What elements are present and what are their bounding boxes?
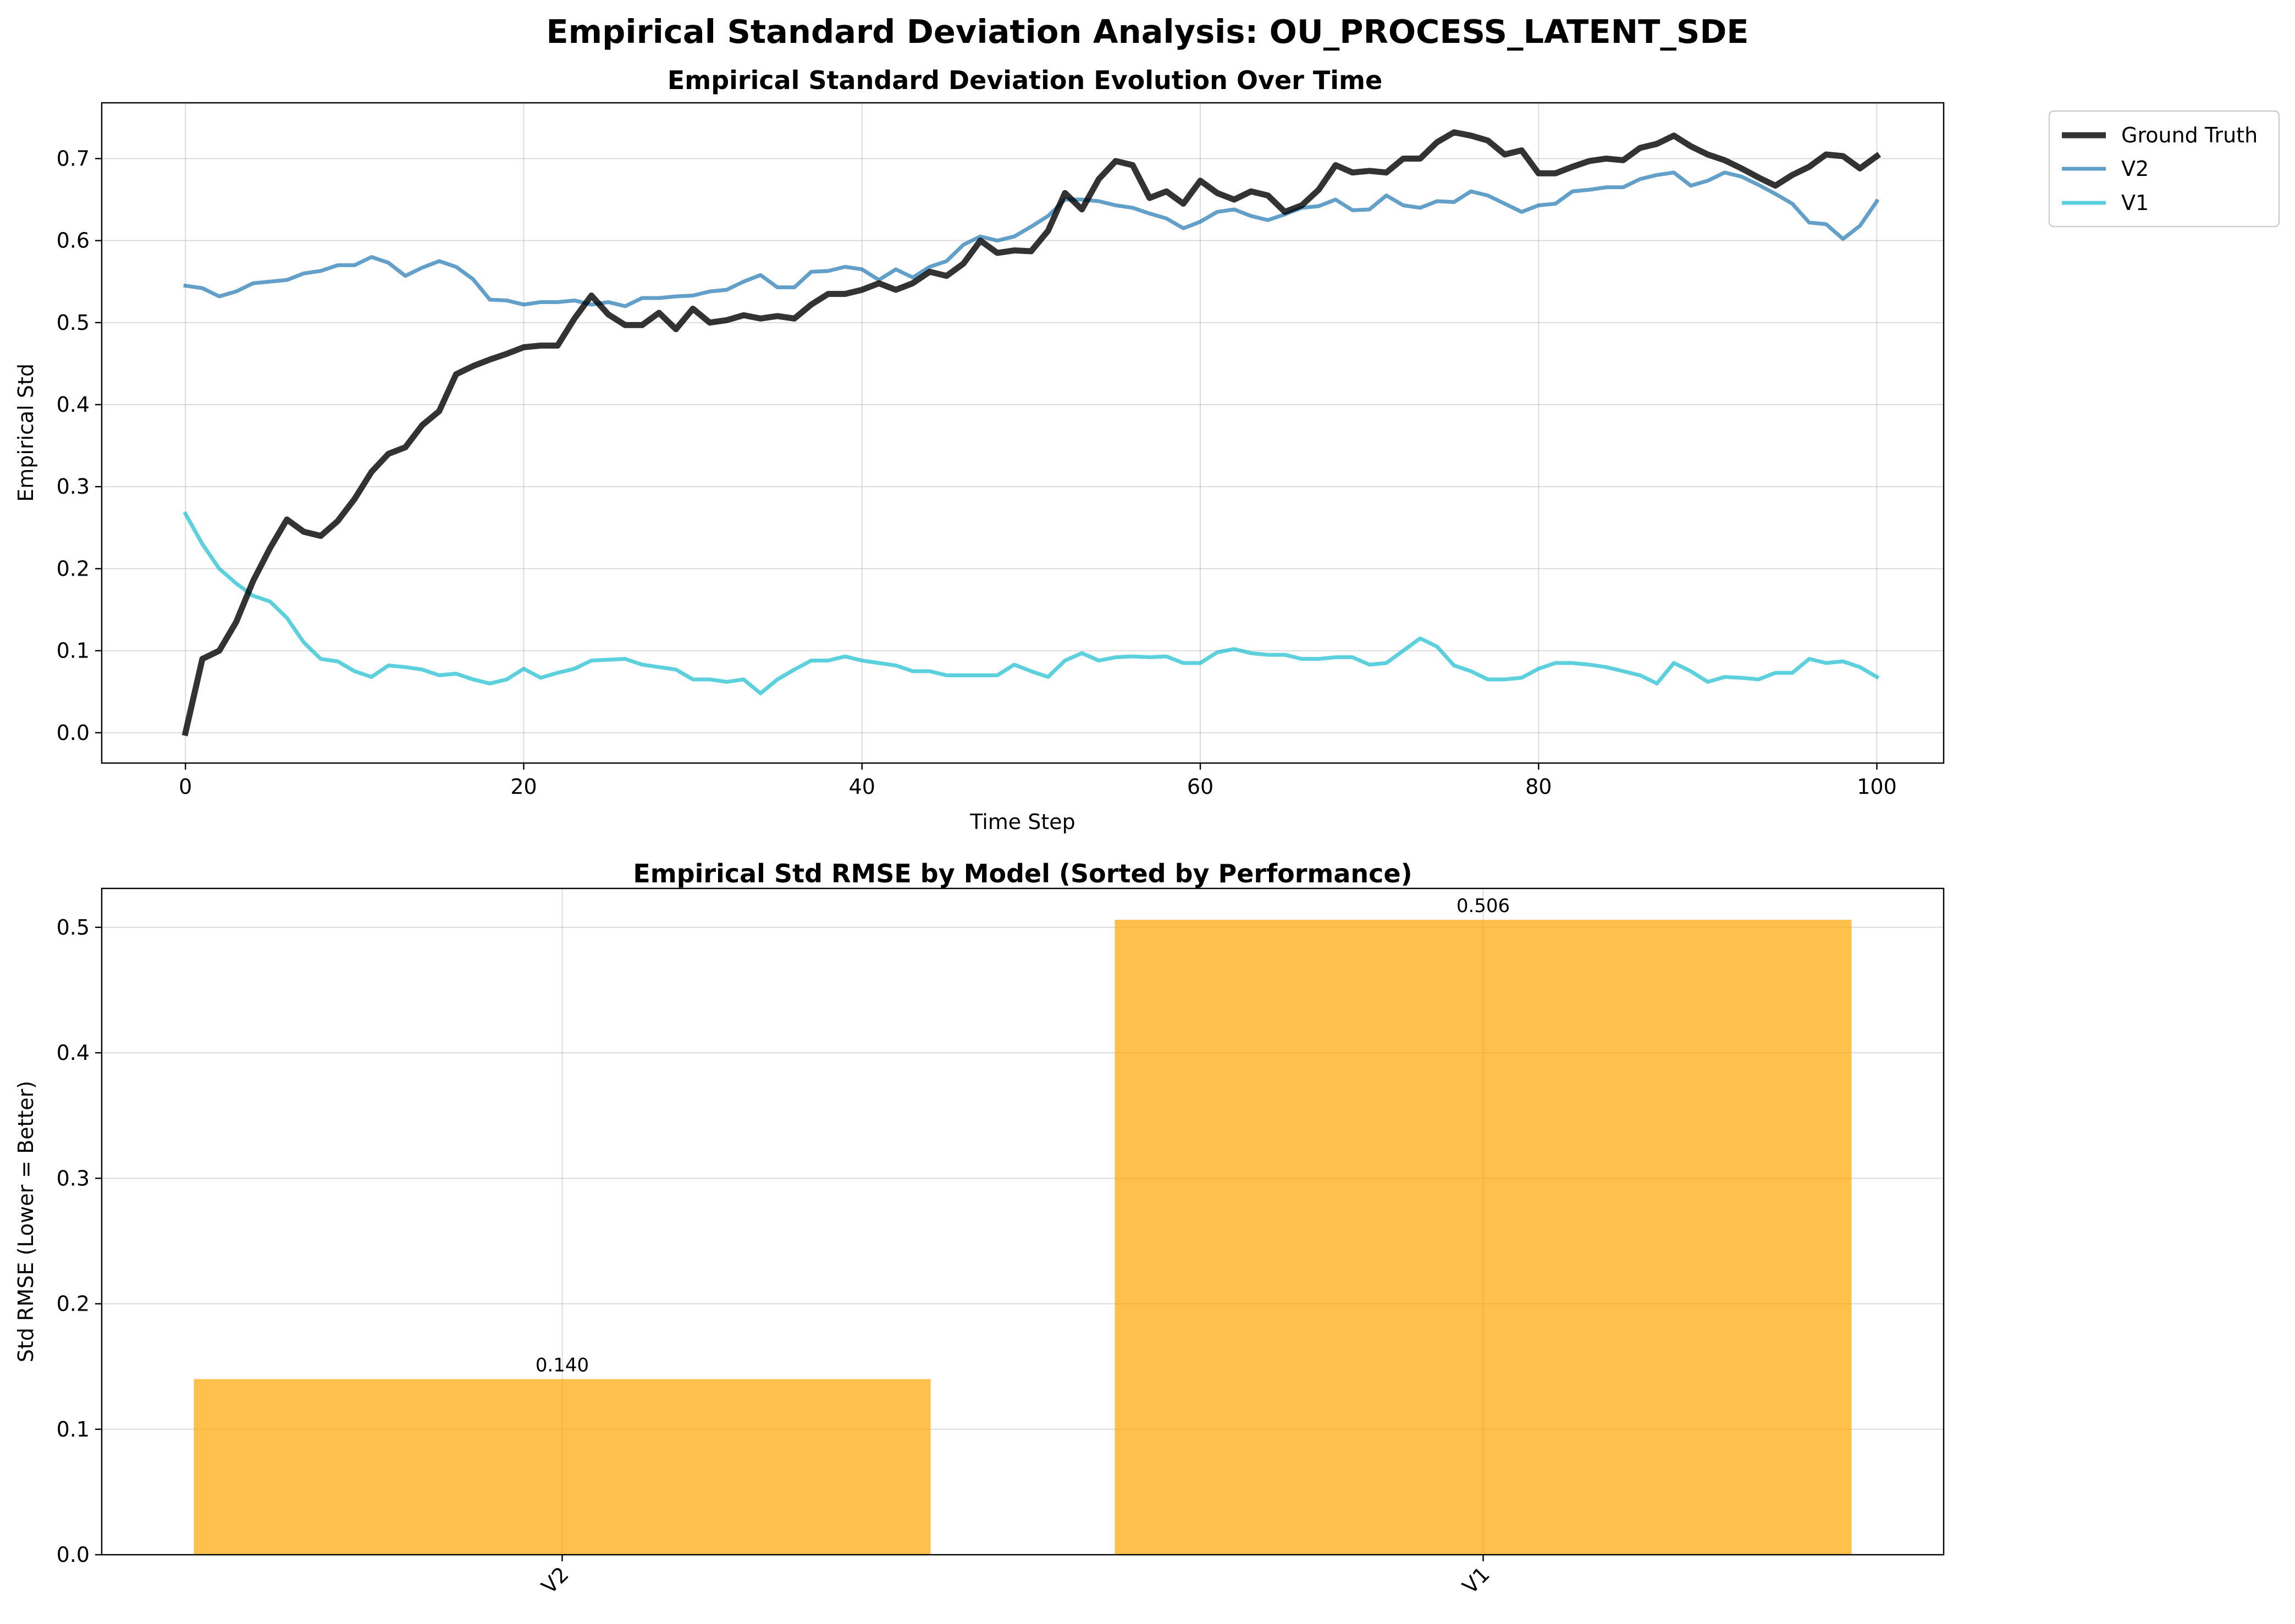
bar-value-label: 0.506 [1457, 895, 1510, 917]
line-chart-ytick-label: 0.7 [57, 146, 90, 170]
bar-chart-ytick-label: 0.0 [57, 1543, 90, 1567]
line-chart-ytick-label: 0.5 [57, 311, 90, 335]
line-chart-ylabel: Empirical Std [14, 363, 38, 502]
legend-label-v2: V2 [2121, 157, 2149, 181]
bar-chart-ytick-label: 0.3 [57, 1166, 90, 1190]
line-chart-ytick-label: 0.3 [57, 474, 90, 499]
line-chart-xlabel: Time Step [969, 810, 1075, 834]
line-chart-xtick-label: 40 [849, 775, 875, 799]
line-chart-series [181, 129, 1882, 737]
bar-chart-ytick-label: 0.1 [57, 1417, 90, 1441]
bar-chart-bars: 0.140 0.506 [194, 895, 1852, 1555]
series-line-ground-truth [181, 129, 1882, 737]
legend-box [2048, 110, 2280, 228]
line-chart-ytick-label: 0.4 [57, 393, 90, 417]
line-chart-frame [101, 102, 1945, 764]
legend-label-ground-truth: Ground Truth [2121, 123, 2258, 147]
bar-chart-ytick-label: 0.4 [57, 1041, 90, 1065]
line-chart-ytick-label: 0.0 [57, 721, 90, 745]
bar-chart-ytick-label: 0.5 [57, 915, 90, 940]
figure-title: Empirical Standard Deviation Analysis: O… [546, 13, 1748, 51]
bar-value-label: 0.140 [536, 1354, 589, 1376]
line-chart-ticks: 0 20 40 60 80 100 0.0 0.1 0.2 0.3 0.4 0.5 0.6 0.7 [57, 146, 1897, 799]
line-chart-ytick-label: 0.2 [57, 556, 90, 581]
line-chart-xtick-label: 60 [1187, 775, 1213, 799]
bar-chart-frame [101, 887, 1945, 1556]
legend: Ground Truth V2 V1 [2048, 110, 2280, 228]
line-chart-xtick-label: 80 [1525, 775, 1552, 799]
bar-chart-title: Empirical Std RMSE by Model (Sorted by P… [633, 859, 1412, 888]
line-chart-xtick-label: 100 [1857, 775, 1897, 799]
line-chart-xtick-label: 0 [179, 775, 192, 799]
bar-v1 [1115, 920, 1852, 1555]
bar-v2 [194, 1379, 931, 1555]
bar-chart-ylabel: Std RMSE (Lower = Better) [14, 1081, 38, 1362]
line-chart: Empirical Standard Deviation Evolution O… [14, 65, 1945, 834]
line-chart-grid [102, 103, 1944, 763]
series-line-v2 [183, 170, 1880, 308]
series-line-v1 [183, 511, 1880, 695]
line-chart-ytick-label: 0.1 [57, 639, 90, 663]
bar-chart-ytick-label: 0.2 [57, 1292, 90, 1316]
line-chart-title: Empirical Standard Deviation Evolution O… [667, 65, 1382, 95]
line-chart-ytick-label: 0.6 [57, 229, 90, 253]
line-chart-xtick-label: 20 [510, 775, 537, 799]
legend-label-v1: V1 [2121, 191, 2149, 215]
